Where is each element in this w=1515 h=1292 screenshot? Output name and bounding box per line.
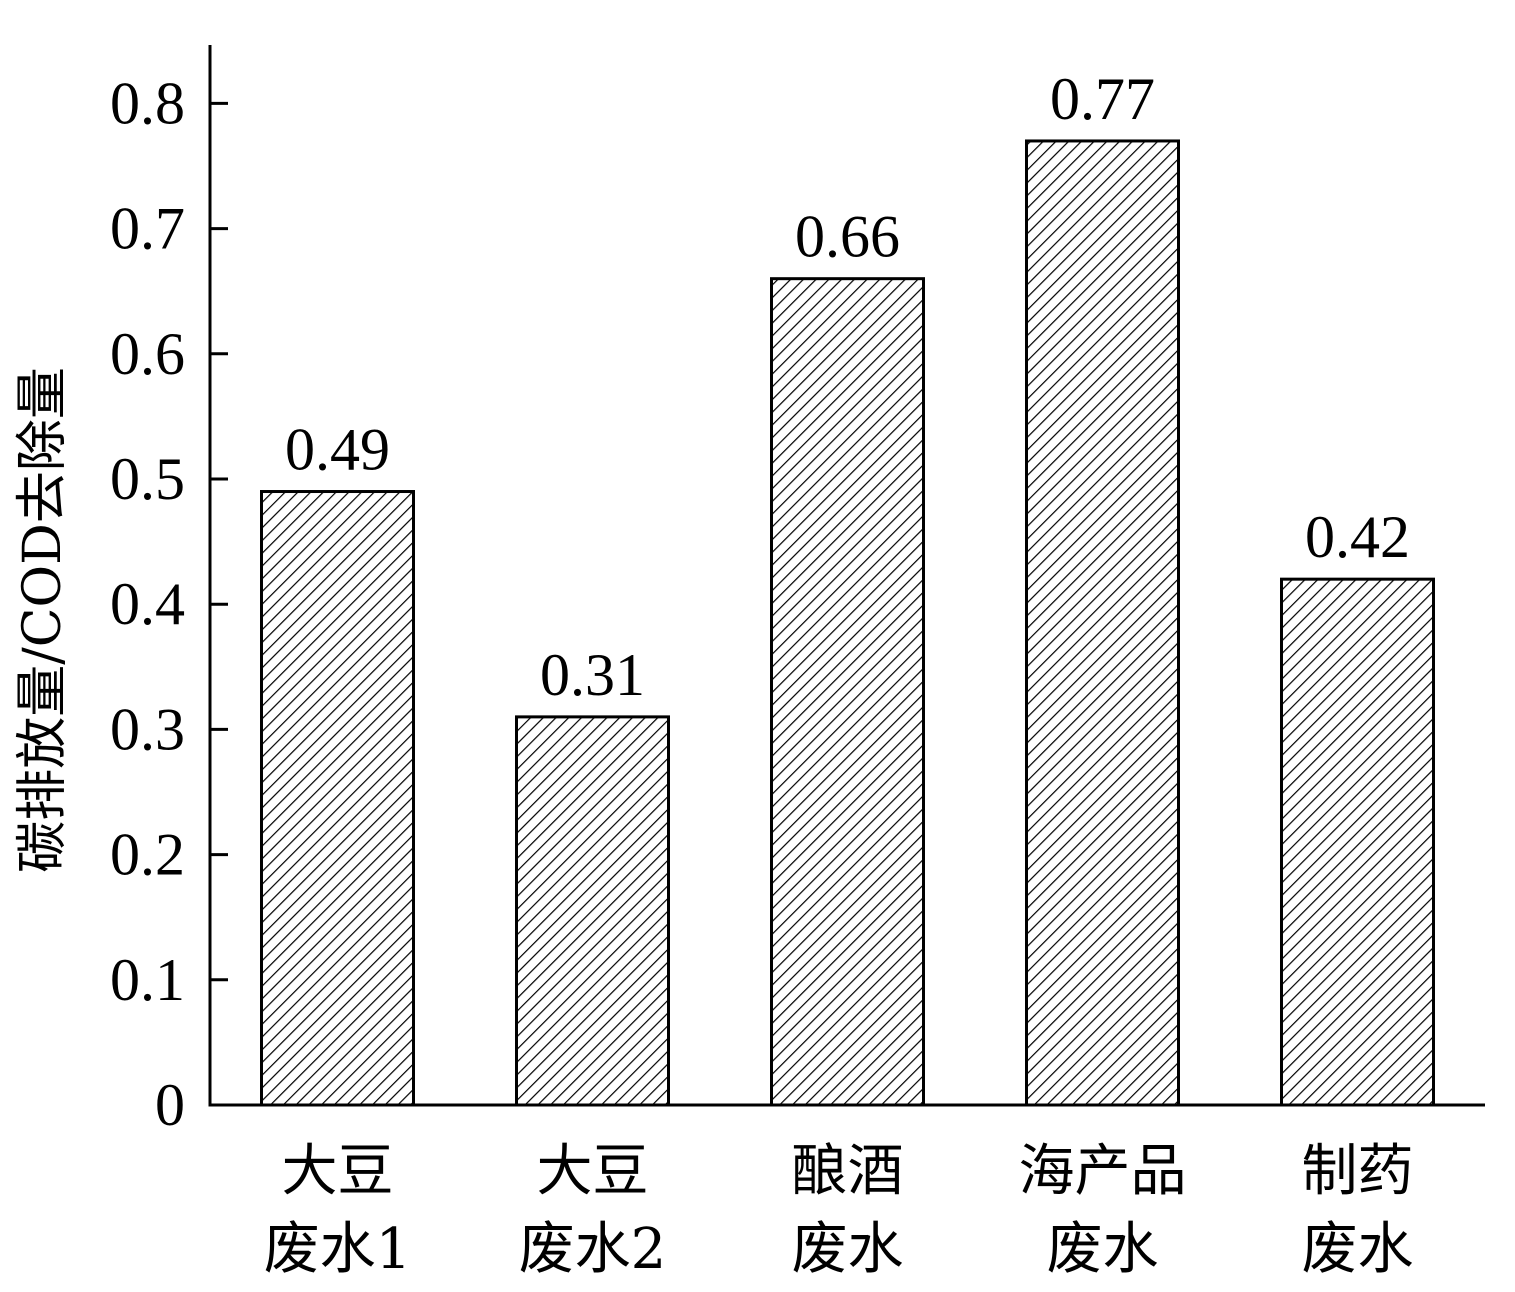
- y-tick-label: 0.4: [110, 571, 185, 637]
- value-labels-group: 0.49 0.31 0.66 0.77 0.42: [285, 66, 1410, 708]
- bar: [1025, 139, 1180, 1107]
- axes-group: [208, 45, 1485, 1107]
- bar-value-label: 0.66: [795, 204, 900, 270]
- bar: [515, 715, 670, 1107]
- x-category-label: 酿酒: [792, 1139, 904, 1204]
- x-category-label: 大豆: [537, 1139, 649, 1204]
- x-category-label: 废水: [792, 1217, 904, 1282]
- bar: [260, 490, 415, 1107]
- bar-value-label: 0.42: [1305, 504, 1410, 570]
- bar-value-label: 0.77: [1050, 66, 1155, 132]
- y-tick-label: 0.8: [110, 70, 185, 136]
- x-category-label: 废水: [1302, 1217, 1414, 1282]
- bar: [1280, 577, 1435, 1107]
- bar-value-label: 0.49: [285, 417, 390, 483]
- y-tick-label: 0.2: [110, 822, 185, 888]
- y-tick-label: 0.1: [110, 947, 185, 1013]
- y-tick-label: 0.3: [110, 696, 185, 762]
- y-tick-label: 0: [155, 1072, 185, 1138]
- bars-group: [260, 139, 1435, 1107]
- bar: [770, 277, 925, 1107]
- x-category-label: 海产品: [1019, 1139, 1187, 1204]
- x-category-label: 废水: [1047, 1217, 1159, 1282]
- x-category-label: 制药: [1302, 1139, 1414, 1204]
- x-category-label: 废水1: [264, 1217, 412, 1282]
- y-tick-label: 0.5: [110, 446, 185, 512]
- y-axis-label: 碳排放量/COD去除量: [13, 367, 73, 873]
- y-tick-label: 0.6: [110, 321, 185, 387]
- x-category-label: 废水2: [519, 1217, 667, 1282]
- bar-value-label: 0.31: [540, 642, 645, 708]
- x-category-label: 大豆: [282, 1139, 394, 1204]
- y-tick-label: 0.7: [110, 196, 185, 262]
- y-ticks-group: 0 0.1 0.2 0.3 0.4 0.5 0.6 0.7 0.8: [110, 70, 228, 1138]
